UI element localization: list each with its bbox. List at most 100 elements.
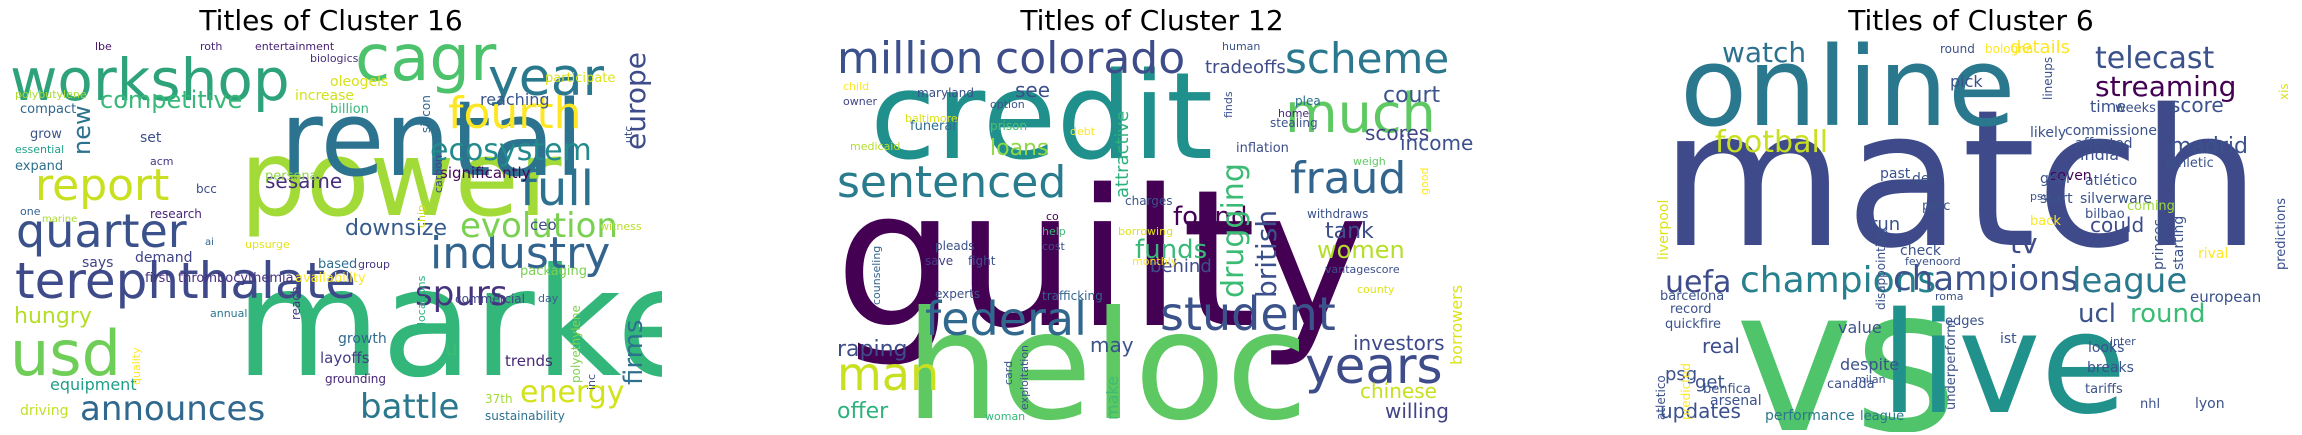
word: credit (870, 48, 1213, 187)
word: run (1870, 214, 1900, 235)
word: fraud (1290, 153, 1406, 204)
word: start (2040, 191, 2073, 207)
word: quarter (16, 204, 187, 258)
chart-title: Titles of Cluster 12 (1020, 4, 1284, 37)
word: new (68, 105, 96, 155)
word: could (2090, 213, 2144, 237)
word: score (2170, 93, 2224, 117)
word: tariffs (2085, 382, 2123, 397)
word: withdraws (1307, 207, 1368, 221)
word: chinese (1360, 379, 1437, 403)
word: ist (2000, 331, 2017, 347)
word: ucl (2078, 299, 2116, 329)
word: funeral (910, 119, 956, 134)
word: years (1305, 337, 1443, 395)
word: seven (2050, 168, 2092, 184)
word: borrowers (1447, 285, 1466, 365)
word: sesame (265, 169, 342, 193)
word: fight (968, 254, 996, 268)
word: utc (622, 126, 635, 143)
word: online (1680, 23, 2016, 151)
word: million (837, 33, 984, 84)
word: champions (1893, 259, 2078, 299)
word: firms (619, 320, 649, 385)
word: co (1046, 210, 1059, 223)
word: tank (1325, 219, 1374, 244)
word: cagr (355, 22, 497, 96)
word: driving (20, 403, 68, 419)
word: marine (42, 214, 77, 225)
word: barcelona (1660, 289, 1724, 304)
word: drugging (1216, 163, 1251, 298)
word: bilbao (2085, 207, 2125, 222)
word: man (837, 347, 939, 401)
word: nhl (2140, 397, 2160, 412)
word: back (2030, 214, 2061, 229)
word: roth (200, 40, 222, 53)
word: full (520, 161, 594, 217)
word: vantagescore (1325, 263, 1400, 276)
word: willing (1385, 399, 1449, 423)
word: des (1912, 171, 1937, 187)
word: scheme (1285, 34, 1449, 83)
word: upsurge (245, 238, 290, 251)
word: entertainment (255, 40, 335, 53)
word: pleads (935, 239, 975, 253)
word: funds (1135, 235, 1207, 265)
word: inc (585, 374, 598, 390)
word: downsize (345, 216, 447, 241)
word: breaks (2087, 360, 2134, 376)
word: league (2072, 261, 2187, 301)
word: finds (1222, 91, 1235, 118)
word: one (20, 205, 41, 218)
word: behind (1150, 256, 1212, 277)
word: silicon (419, 95, 433, 133)
word: baltimore (905, 112, 958, 125)
word: woman (985, 410, 1025, 423)
word: looks (2088, 340, 2124, 356)
word: card (1002, 361, 1015, 385)
word: edges (1945, 314, 1985, 329)
word: lyon (2195, 396, 2225, 412)
word: champions (1740, 260, 1936, 301)
word: medicaid (850, 140, 900, 153)
word: announces (80, 389, 265, 429)
word: commissioner (2065, 123, 2163, 139)
word: fourth (448, 88, 582, 139)
word: reach (289, 286, 303, 320)
word: attractive (1112, 111, 1133, 198)
word: inter (2110, 335, 2136, 348)
word: europe (619, 52, 652, 150)
word: competitive (100, 86, 242, 114)
word: tradeoffs (1205, 57, 1286, 78)
word: availability (295, 271, 366, 286)
word: billion (330, 102, 369, 117)
word: help (1042, 225, 1066, 238)
word: polybutylene (15, 88, 87, 101)
word: psg (1665, 364, 1697, 385)
word: ai (205, 237, 214, 248)
word: carbon (432, 155, 445, 193)
word: atlético (2085, 173, 2137, 189)
word: first (145, 271, 170, 286)
word: oleogels (330, 74, 388, 90)
word: thrombocythemia (178, 271, 294, 286)
word: group (358, 258, 390, 271)
word: personal (265, 169, 321, 184)
word: plea (1295, 94, 1321, 108)
word: maryland (917, 86, 974, 100)
word: loans (990, 136, 1048, 161)
word: terephthalate (15, 252, 356, 310)
word: polyethylene (569, 305, 583, 383)
word: watch (1722, 36, 1806, 69)
word: affected (2075, 136, 2133, 152)
word: sustainability (485, 409, 565, 423)
word: owner (843, 95, 877, 108)
word: tv (2010, 227, 2038, 260)
word: league (1860, 409, 1904, 424)
word: acm (150, 155, 174, 168)
word: quickfire (1665, 317, 1721, 332)
word: roma (1935, 290, 1963, 303)
